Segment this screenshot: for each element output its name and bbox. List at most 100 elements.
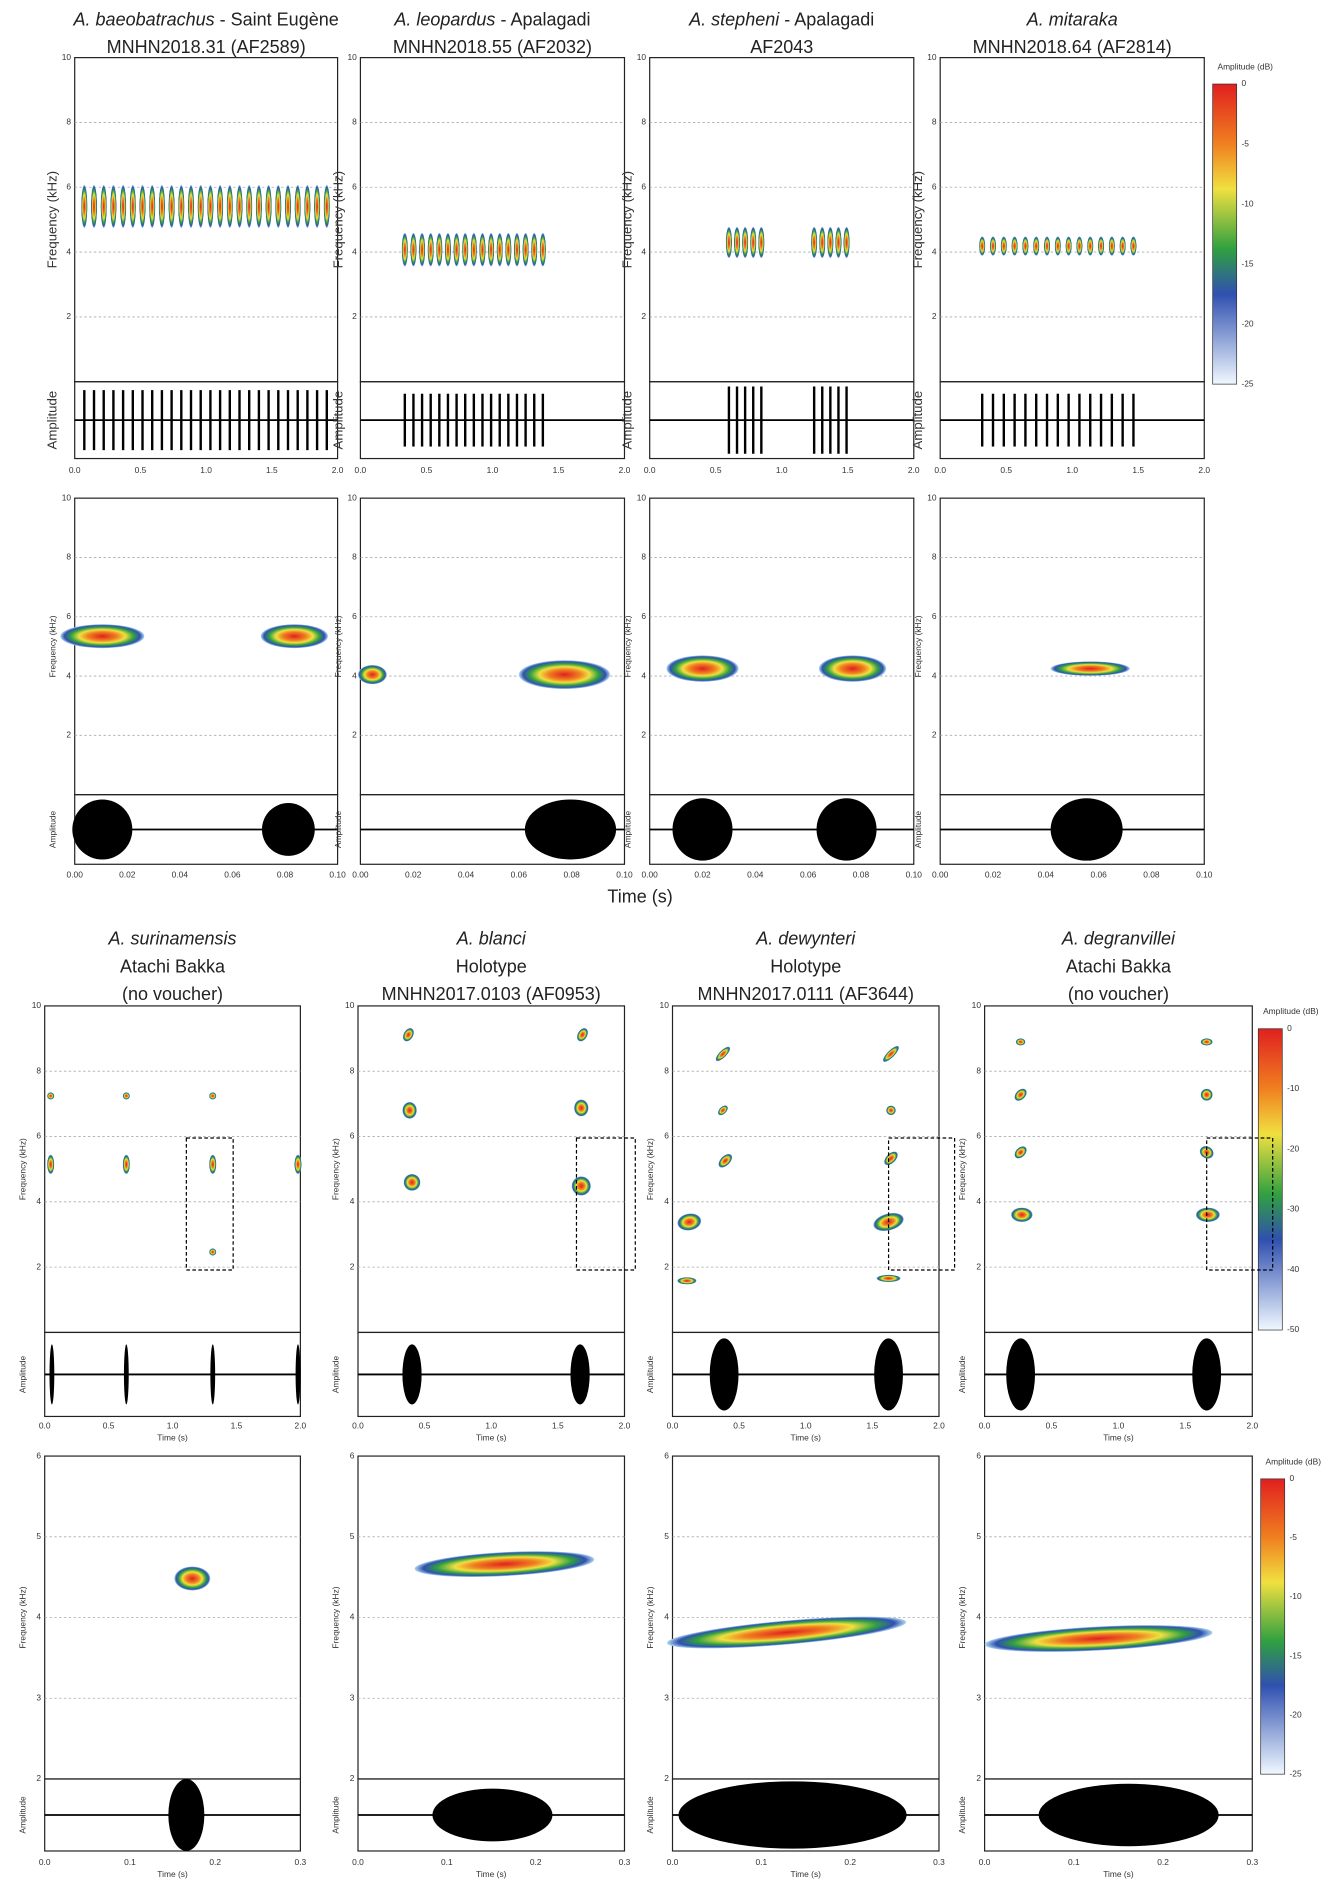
x-tick-label: 0.5 (1046, 1420, 1058, 1430)
x-tick-label: 0.0 (352, 1420, 364, 1430)
y-tick-label: 10 (927, 492, 937, 502)
waveform (72, 799, 133, 860)
y-tick-label: 10 (927, 52, 937, 62)
x-tick-label: 1.5 (266, 465, 278, 475)
x-tick-label: 0.1 (124, 1857, 136, 1867)
panel-subtitle: AF2043 (750, 37, 813, 57)
spectrogram-frame (649, 57, 915, 383)
y-tick-label: 4 (36, 1196, 41, 1206)
panel-title: A. leopardus - Apalagadi (393, 9, 590, 29)
x-tick-label: 0.2 (1157, 1857, 1169, 1867)
call-note (226, 184, 233, 229)
call-note (1087, 236, 1094, 256)
waveform (49, 1344, 55, 1405)
call-note (733, 226, 741, 259)
call-note (496, 232, 503, 267)
colorbar-tick-label: -50 (1287, 1324, 1299, 1334)
call-note (715, 1046, 731, 1062)
waveform (672, 798, 733, 861)
x-tick-label: 2.0 (619, 1420, 631, 1430)
colorbar-tick-label: 0 (1287, 1023, 1292, 1033)
call-note (60, 624, 145, 649)
call-note (1076, 236, 1083, 256)
x-tick-label: 1.0 (200, 465, 212, 475)
x-tick-label: 1.0 (487, 465, 499, 475)
x-tick-label: 0.02 (405, 869, 422, 879)
y-tick-label: 5 (664, 1531, 669, 1541)
spectrogram-frame (984, 1005, 1253, 1334)
y-axis-label: Frequency (kHz) (45, 171, 60, 268)
spectrogram-frame (359, 497, 626, 796)
call-note (718, 1153, 733, 1168)
x-tick-label: 0.10 (1196, 869, 1213, 879)
call-note (539, 232, 546, 267)
y-tick-label: 5 (36, 1531, 41, 1541)
call-note (323, 184, 330, 229)
x-tick-label: 2.0 (1246, 1420, 1258, 1430)
waveform (874, 1338, 903, 1411)
call-note (403, 1173, 421, 1191)
y-tick-label: 10 (62, 52, 72, 62)
y-tick-label: 6 (350, 1131, 355, 1141)
call-note (294, 184, 301, 229)
y-tick-label: 2 (641, 730, 646, 740)
x-tick-label: 0.02 (119, 869, 136, 879)
x-tick-label: 1.0 (776, 465, 788, 475)
x-tick-label: 0.1 (441, 1857, 453, 1867)
x-tick-label: 0.04 (458, 869, 475, 879)
colorbar-tick-label: -5 (1241, 138, 1249, 148)
call-note (119, 184, 127, 229)
x-tick-label: 0.02 (985, 869, 1002, 879)
spectrogram-frame (649, 497, 915, 796)
x-tick-label: 1.0 (167, 1420, 179, 1430)
panel-subtitle: (no voucher) (1068, 984, 1169, 1004)
x-tick-label: 0.3 (1246, 1857, 1258, 1867)
y-tick-label: 10 (345, 1000, 355, 1010)
call-note (178, 184, 185, 229)
y-tick-label: 6 (352, 181, 357, 191)
colorbar-tick-label: 0 (1241, 78, 1246, 88)
call-note (358, 665, 387, 685)
y-tick-label: 5 (976, 1531, 981, 1541)
x-tick-label: 0.0 (979, 1420, 991, 1430)
x-tick-label: 0.5 (733, 1420, 745, 1430)
call-note (677, 1277, 697, 1285)
x-axis-label: Time (s) (607, 887, 672, 907)
call-note (1033, 236, 1040, 256)
call-note (236, 184, 243, 229)
x-tick-label: 1.5 (553, 465, 565, 475)
y-tick-label: 10 (347, 52, 357, 62)
call-note (158, 184, 166, 229)
x-tick-label: 0.00 (352, 869, 369, 879)
y-axis-label: Frequency (kHz) (957, 1138, 967, 1200)
panel-subtitle: MNHN2018.55 (AF2032) (393, 37, 592, 57)
y-tick-label: 8 (66, 117, 71, 127)
call-note (876, 1274, 901, 1283)
colorbar-tick-label: -25 (1241, 378, 1253, 388)
x-tick-label: 1.5 (231, 1420, 243, 1430)
waveform (570, 1344, 590, 1405)
y-tick-label: 4 (641, 246, 646, 256)
call-note (1065, 236, 1072, 256)
call-note (294, 1154, 302, 1174)
call-note (139, 184, 146, 229)
x-tick-label: 1.5 (1180, 1420, 1192, 1430)
x-tick-label: 0.00 (642, 869, 659, 879)
x-tick-label: 1.5 (1132, 465, 1144, 475)
amplitude-label: Amplitude (622, 810, 632, 848)
y-tick-label: 4 (66, 670, 71, 680)
x-tick-label: 0.0 (644, 465, 656, 475)
call-note (275, 184, 282, 229)
y-tick-label: 10 (32, 1000, 42, 1010)
y-tick-label: 6 (66, 181, 71, 191)
call-note (571, 1176, 591, 1196)
y-tick-label: 2 (932, 311, 937, 321)
x-tick-label: 0.0 (352, 1857, 364, 1867)
x-tick-label: 0.08 (853, 869, 870, 879)
call-note (246, 184, 253, 229)
x-tick-label: 0.10 (616, 869, 633, 879)
y-axis-label: Frequency (kHz) (17, 1586, 27, 1648)
y-tick-label: 2 (350, 1261, 355, 1271)
call-note (886, 1105, 896, 1116)
